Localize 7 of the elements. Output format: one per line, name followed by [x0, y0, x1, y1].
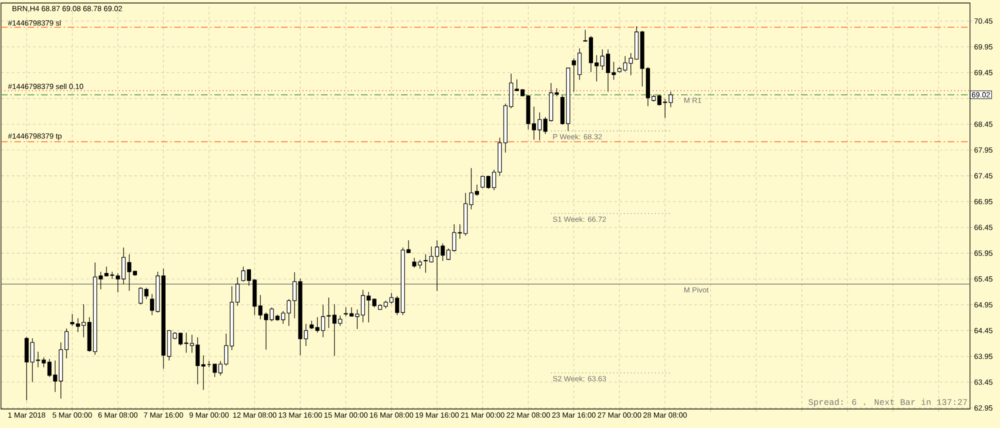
candlestick	[144, 287, 148, 300]
candlestick	[201, 354, 206, 390]
annotation: Spread: 6 . Next Bar in 137:27	[808, 398, 968, 407]
candlestick	[480, 175, 485, 189]
candlestick	[24, 336, 29, 401]
candlestick	[424, 254, 428, 274]
candlestick	[138, 286, 143, 305]
